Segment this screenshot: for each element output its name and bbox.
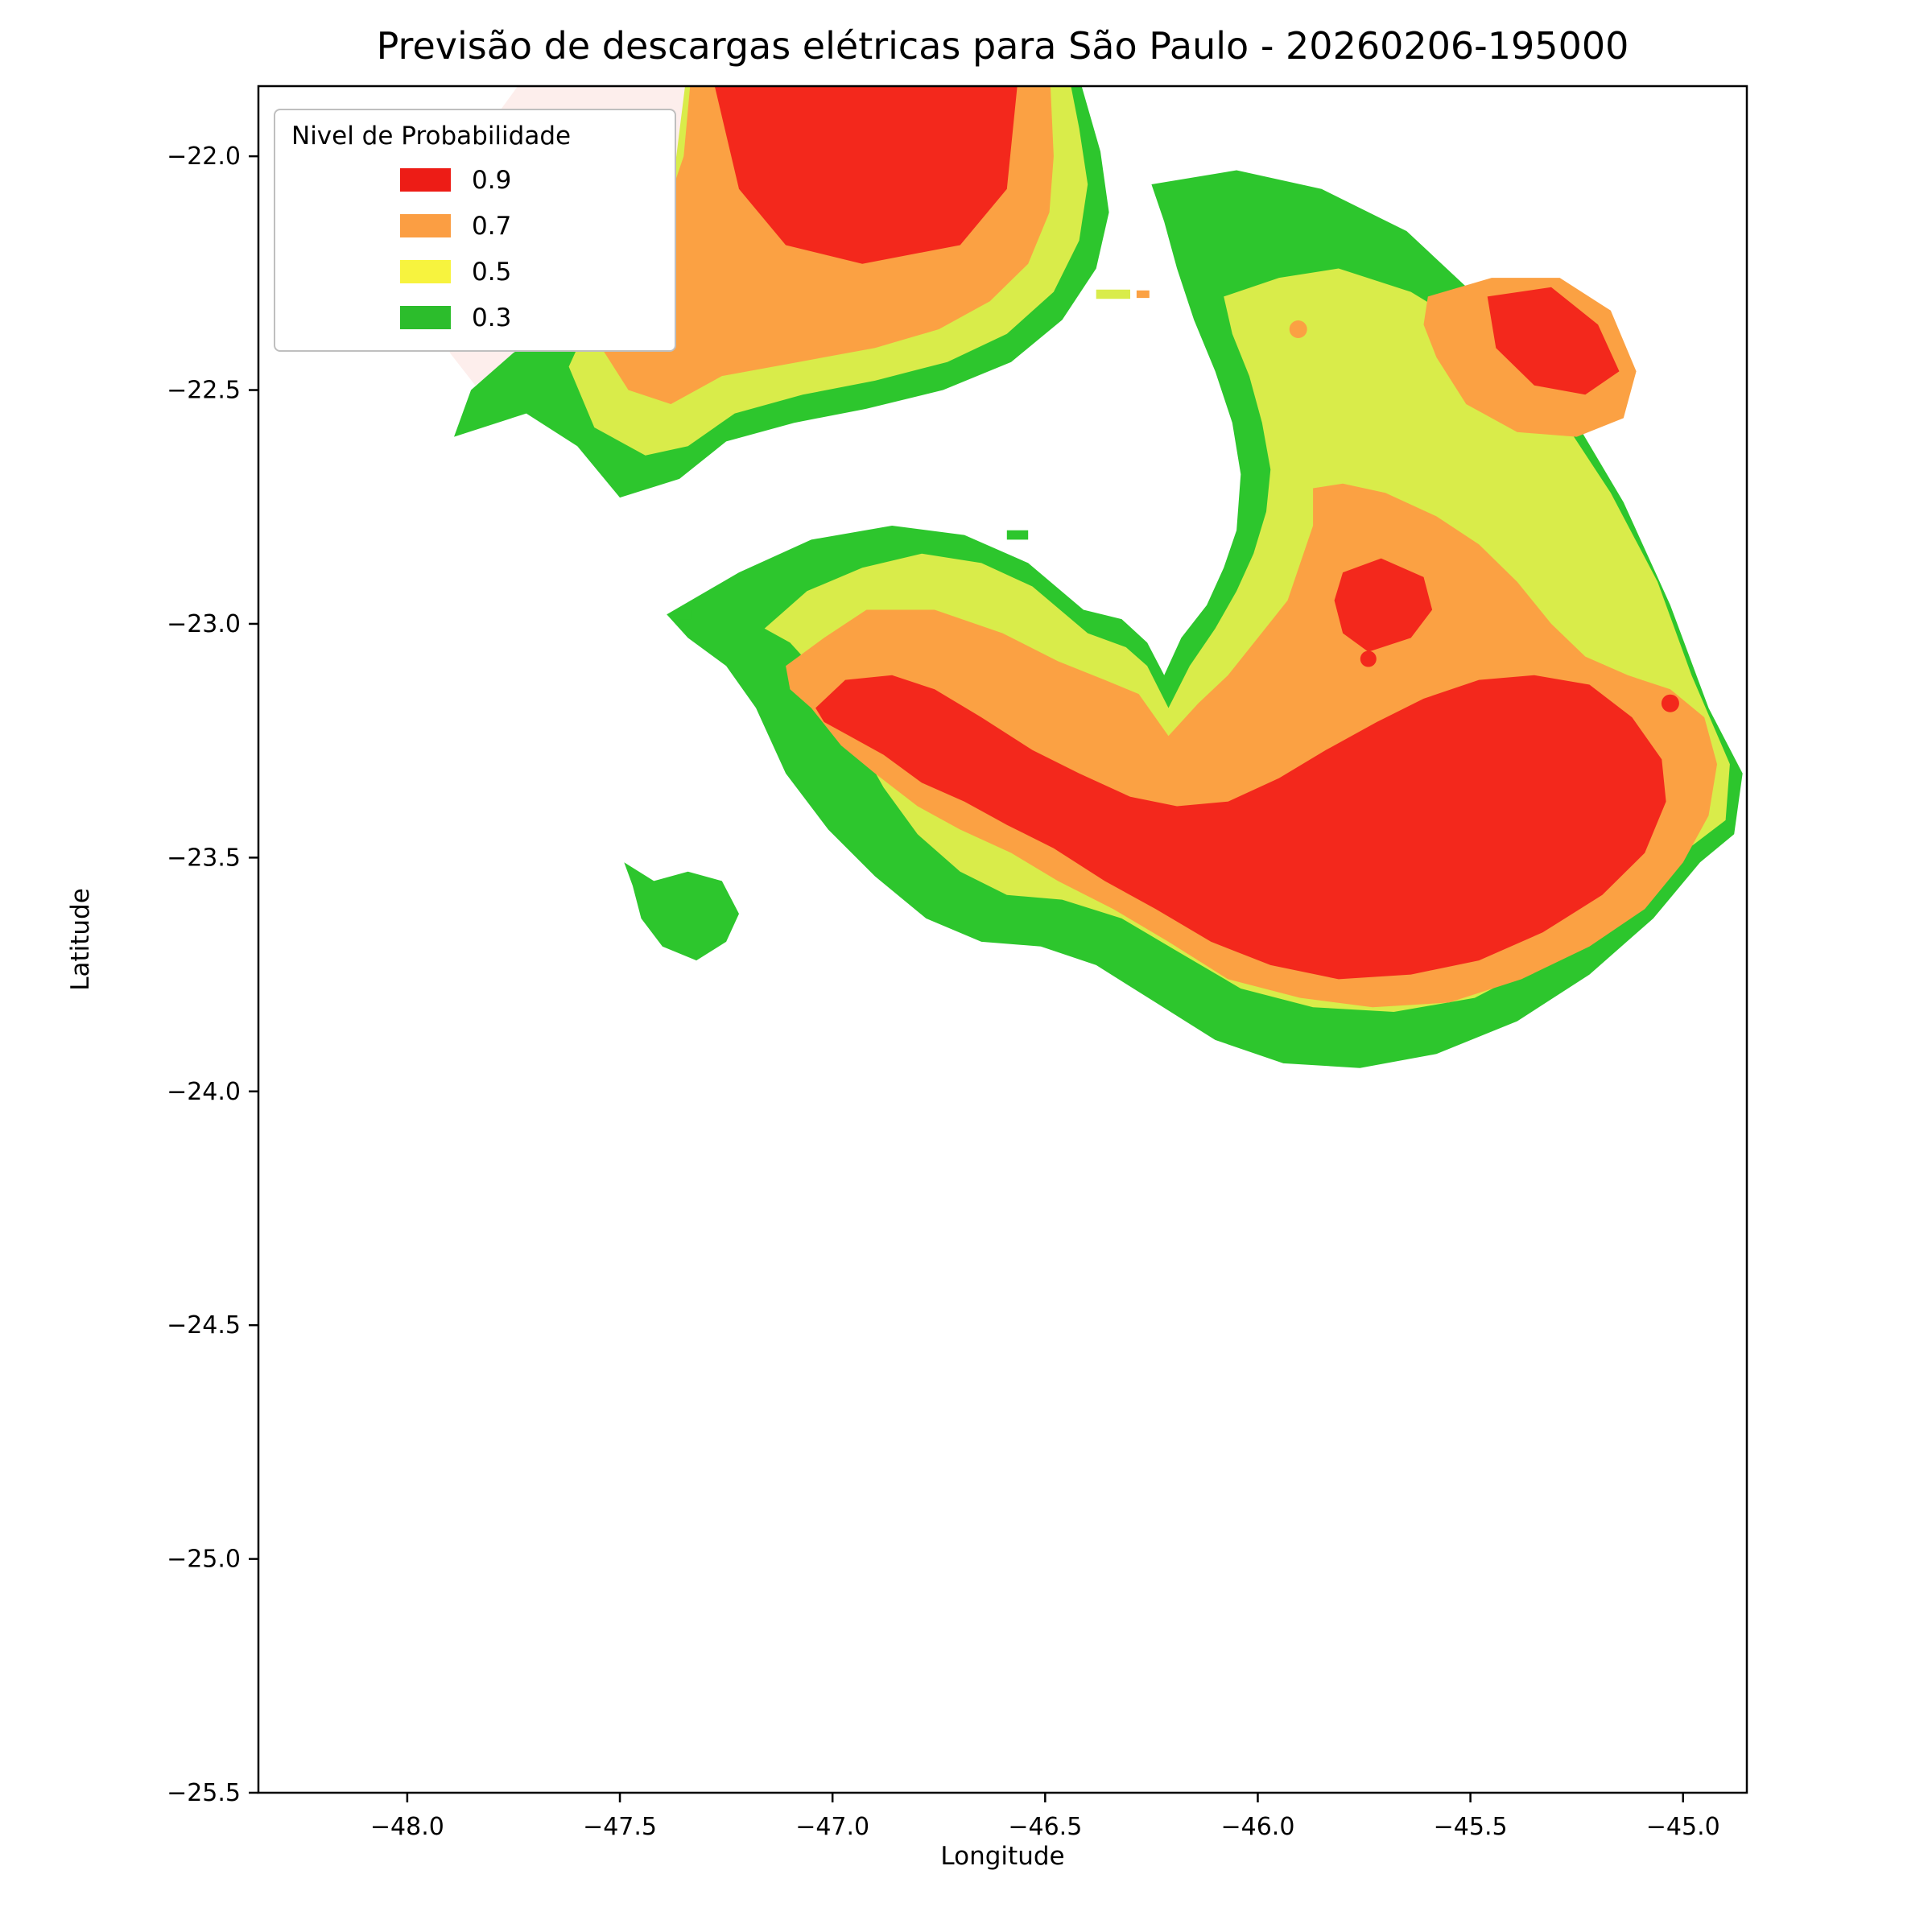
legend-swatch-03-icon [400, 306, 451, 329]
legend-label-03: 0.3 [472, 303, 512, 332]
region-dash-03-b [675, 609, 692, 620]
axes-frame [257, 85, 1748, 1794]
region-mid-east-09 [1334, 558, 1433, 652]
y-tick-label: −24.0 [167, 1078, 241, 1106]
legend-row: 0.9 [275, 157, 675, 203]
region-nw-blob-09 [714, 86, 1018, 264]
marker-dot [765, 171, 782, 188]
x-axis-label: Longitude [940, 1842, 1065, 1871]
y-tick-label: −23.5 [167, 844, 241, 872]
legend-label-07: 0.7 [472, 211, 512, 241]
y-tick-label: −22.0 [167, 142, 241, 171]
y-tick-label: −23.0 [167, 610, 241, 638]
x-tick-label: −48.0 [370, 1813, 444, 1841]
region-dash-05-a [1096, 289, 1130, 299]
legend-row: 0.3 [275, 295, 675, 341]
legend-swatch-07-icon [400, 214, 451, 237]
x-tick-label: −47.0 [795, 1813, 869, 1841]
legend-row: 0.5 [275, 249, 675, 295]
region-sw-island-03 [624, 862, 739, 961]
region-ne-patch-09 [1487, 287, 1620, 395]
marker-dot [1661, 694, 1679, 712]
marker-dot [1360, 650, 1377, 667]
y-tick-label: −24.5 [167, 1311, 241, 1340]
legend-label-05: 0.5 [472, 257, 512, 287]
y-tick-label: −22.5 [167, 377, 241, 405]
legend-label-09: 0.9 [472, 165, 512, 195]
x-tick-label: −46.0 [1221, 1813, 1295, 1841]
region-dash-07-a [1136, 290, 1150, 299]
region-east-main-09 [815, 675, 1666, 980]
contour-regions [432, 86, 1743, 1068]
x-tick-label: −45.0 [1646, 1813, 1720, 1841]
marker-dot [1289, 320, 1307, 338]
y-axis-label: Latitude [66, 888, 95, 991]
y-tick-label: −25.5 [167, 1779, 241, 1807]
legend-swatch-05-icon [400, 260, 451, 283]
legend-swatch-09-icon [400, 168, 451, 192]
region-dash-03-a [1006, 530, 1029, 540]
x-tick-label: −45.5 [1434, 1813, 1508, 1841]
marker-dot [677, 257, 691, 270]
legend-row: 0.7 [275, 203, 675, 249]
legend: Nivel de Probabilidade 0.9 0.7 0.5 0.3 [274, 109, 676, 352]
x-tick-label: −46.5 [1008, 1813, 1082, 1841]
legend-title: Nivel de Probabilidade [291, 122, 572, 151]
x-tick-label: −47.5 [583, 1813, 657, 1841]
y-tick-label: −25.0 [167, 1546, 241, 1574]
chart-title: Previsão de descargas elétricas para São… [376, 24, 1629, 68]
